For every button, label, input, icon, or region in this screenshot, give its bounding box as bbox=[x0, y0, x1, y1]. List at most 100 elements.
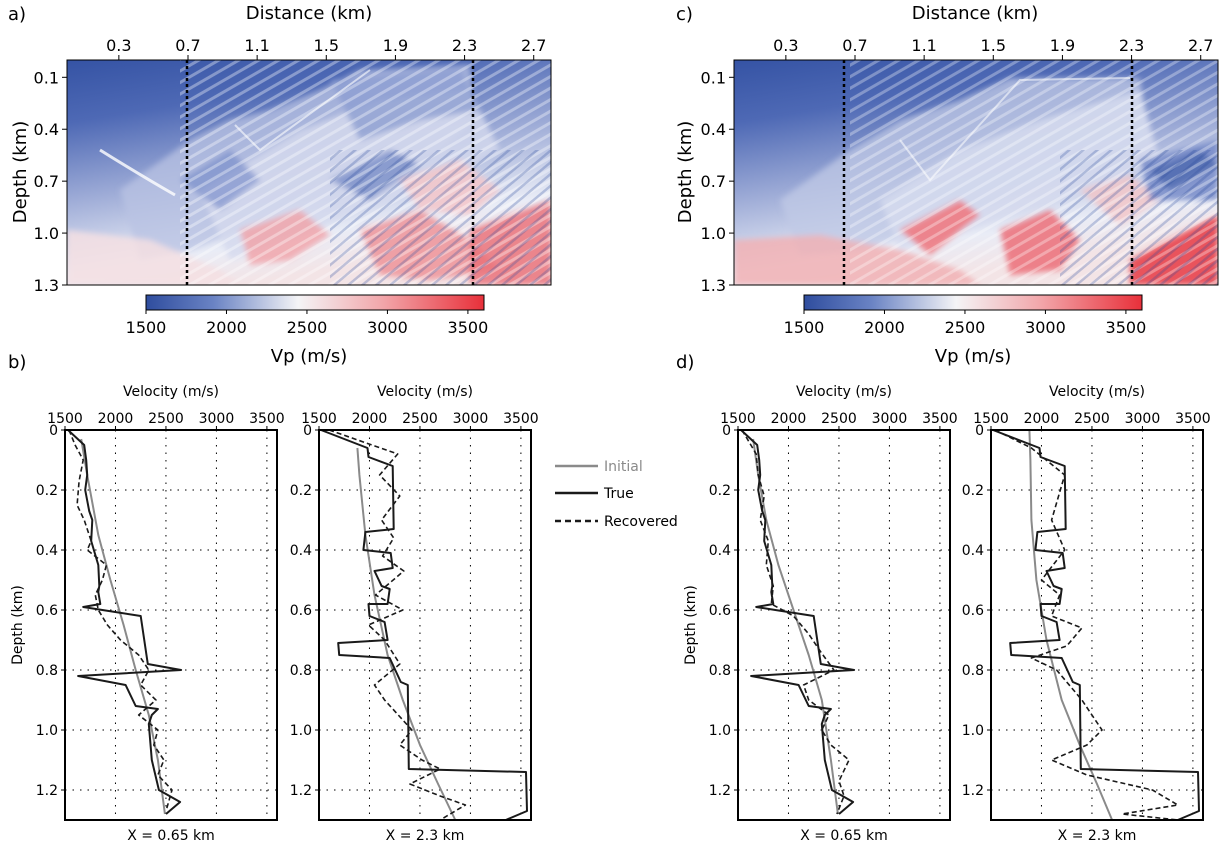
x-tick-label: 2500 bbox=[402, 411, 438, 427]
x-tick-label: 1.9 bbox=[1050, 36, 1075, 55]
profile-plot: 1500 2000 2500 3000 3500 0 0.2 0.4 0.6 0.8 1.0 1.2 V… bbox=[683, 384, 958, 844]
heatmap-image-c bbox=[734, 60, 1218, 285]
colorbar-tick-label: 3000 bbox=[367, 318, 408, 337]
y-tick-label: 0.6 bbox=[709, 603, 731, 619]
y-tick-label: 0 bbox=[49, 423, 58, 439]
y-tick-label: 1.0 bbox=[290, 723, 312, 739]
y-tick-label: 0.6 bbox=[36, 603, 58, 619]
x-tick-label: 2.7 bbox=[521, 36, 546, 55]
profile-plot: 1500 2000 2500 3000 3500 0 0.2 0.4 0.6 0.8 1.0 1.2 V… bbox=[290, 384, 539, 844]
x-axis-label: Velocity (m/s) bbox=[1049, 384, 1145, 400]
panel-label-a: a) bbox=[8, 4, 26, 25]
y-tick-label: 1.2 bbox=[290, 783, 312, 799]
x-tick-label: 3000 bbox=[1125, 411, 1161, 427]
colorbar-tick-label: 3000 bbox=[1025, 318, 1066, 337]
plot-frame bbox=[990, 429, 1204, 821]
y-tick-label: 1.0 bbox=[34, 224, 59, 243]
xlabel-c: Distance (km) bbox=[912, 3, 1038, 24]
y-tick-label: 0.2 bbox=[709, 483, 731, 499]
colorbar-a: 1500 2000 2500 3000 3500 Vp (m/s) bbox=[126, 294, 489, 367]
series-true-line bbox=[320, 429, 528, 821]
x-tick-label: 3500 bbox=[1175, 411, 1211, 427]
legend-true: True bbox=[603, 486, 634, 502]
legend-recovered: Recovered bbox=[604, 514, 678, 530]
x-tick-label: 3000 bbox=[453, 411, 489, 427]
x-tick-label: 1.9 bbox=[383, 36, 408, 55]
x-tick-label: 1500 bbox=[47, 411, 83, 427]
y-tick-label: 0.6 bbox=[290, 603, 312, 619]
x-tick-label: 1.5 bbox=[314, 36, 339, 55]
colorbar-tick-label: 2000 bbox=[864, 318, 905, 337]
panel-label-b: b) bbox=[8, 352, 26, 373]
y-tick-label: 0.6 bbox=[962, 603, 984, 619]
x-tick-label: 2500 bbox=[1074, 411, 1110, 427]
x-tick-label: 2.7 bbox=[1188, 36, 1213, 55]
y-tick-label: 0.2 bbox=[36, 483, 58, 499]
colorbar-label-a: Vp (m/s) bbox=[271, 346, 347, 367]
ticks-a: 0.3 0.7 1.1 1.5 1.9 2.3 2.7 0.1 0.4 0.7 1.0 1.3 bbox=[34, 36, 547, 295]
xlabel-a: Distance (km) bbox=[246, 3, 372, 24]
x-tick-label: 1.5 bbox=[981, 36, 1006, 55]
x-tick-label: 0.3 bbox=[106, 36, 131, 55]
colorbar-label-c: Vp (m/s) bbox=[935, 346, 1011, 367]
y-axis-label: Depth (km) bbox=[683, 585, 699, 665]
y-tick-label: 1.2 bbox=[962, 783, 984, 799]
y-tick-label: 1.0 bbox=[709, 723, 731, 739]
x-tick-label: 2500 bbox=[148, 411, 184, 427]
series-true-line bbox=[67, 429, 183, 815]
x-tick-label: 0.7 bbox=[175, 36, 200, 55]
y-tick-label: 0.4 bbox=[701, 120, 726, 139]
x-axis-label: Velocity (m/s) bbox=[123, 384, 219, 400]
y-tick-label: 1.3 bbox=[34, 276, 59, 295]
ylabel-a: Depth (km) bbox=[10, 121, 31, 224]
series-initial-line bbox=[356, 447, 457, 821]
y-tick-label: 0.8 bbox=[709, 663, 731, 679]
profile-lines-c bbox=[842, 60, 1134, 285]
profile-caption: X = 2.3 km bbox=[1058, 828, 1137, 844]
y-tick-label: 0.4 bbox=[34, 120, 59, 139]
y-tick-label: 0.4 bbox=[962, 543, 984, 559]
y-tick-label: 0.2 bbox=[290, 483, 312, 499]
x-tick-label: 3500 bbox=[249, 411, 285, 427]
x-tick-label: 2000 bbox=[771, 411, 807, 427]
colorbar-tick-label: 3500 bbox=[1106, 318, 1147, 337]
x-tick-label: 3500 bbox=[503, 411, 539, 427]
legend-initial: Initial bbox=[604, 459, 643, 475]
profile-plot: 1500 2000 2500 3000 3500 0 0.2 0.4 0.6 0.8 1.0 1.2 V… bbox=[10, 384, 285, 844]
series-recovered-line bbox=[328, 429, 467, 821]
profile-lines-a bbox=[185, 60, 475, 285]
profile-caption: X = 2.3 km bbox=[386, 828, 465, 844]
colorbar-tick-label: 2500 bbox=[945, 318, 986, 337]
x-tick-label: 2500 bbox=[821, 411, 857, 427]
y-tick-label: 0.4 bbox=[36, 543, 58, 559]
x-tick-label: 3000 bbox=[872, 411, 908, 427]
x-tick-label: 1500 bbox=[301, 411, 337, 427]
y-tick-label: 0.7 bbox=[34, 172, 59, 191]
x-tick-label: 1500 bbox=[720, 411, 756, 427]
ylabel-c: Depth (km) bbox=[675, 121, 696, 224]
series-true-line bbox=[740, 429, 856, 815]
y-tick-label: 1.0 bbox=[36, 723, 58, 739]
x-tick-label: 3000 bbox=[199, 411, 235, 427]
series-recovered-line bbox=[994, 429, 1179, 821]
velocity-model-c: Distance (km) Depth (km) 0.3 0. bbox=[675, 3, 1219, 295]
panel-label-c: c) bbox=[676, 4, 693, 25]
colorbar-tick-label: 1500 bbox=[784, 318, 825, 337]
y-axis-label: Depth (km) bbox=[10, 585, 26, 665]
x-tick-label: 1.1 bbox=[911, 36, 936, 55]
x-tick-label: 0.3 bbox=[773, 36, 798, 55]
velocity-model-a: Distance (km) Depth (km) bbox=[10, 3, 552, 295]
x-tick-label: 2000 bbox=[352, 411, 388, 427]
y-tick-label: 0.7 bbox=[701, 172, 726, 191]
y-tick-label: 1.3 bbox=[701, 276, 726, 295]
y-tick-label: 0.1 bbox=[34, 68, 59, 87]
x-tick-label: 2000 bbox=[1024, 411, 1060, 427]
colorbar-tick-label: 3500 bbox=[448, 318, 489, 337]
x-tick-label: 0.7 bbox=[842, 36, 867, 55]
panel-label-d: d) bbox=[676, 352, 694, 373]
series-recovered-line bbox=[68, 429, 173, 812]
y-tick-label: 0 bbox=[303, 423, 312, 439]
y-tick-label: 0.8 bbox=[962, 663, 984, 679]
series-true-line bbox=[992, 429, 1200, 821]
